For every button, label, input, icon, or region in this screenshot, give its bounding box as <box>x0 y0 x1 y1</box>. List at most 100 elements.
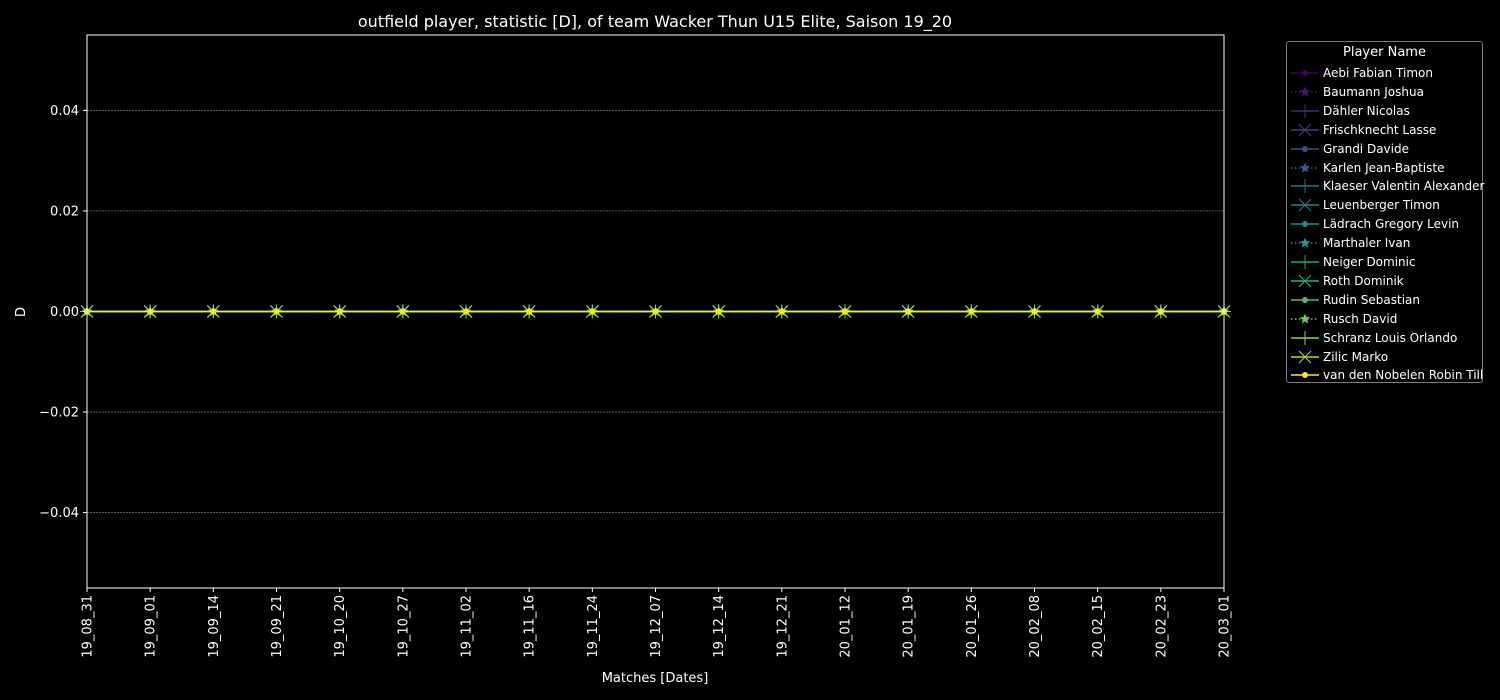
data-point <box>1031 308 1038 315</box>
legend-item: Frischknecht Lasse <box>1287 121 1483 139</box>
legend-label: Grandi Davide <box>1323 141 1409 156</box>
y-tick-label: −0.02 <box>39 406 79 421</box>
legend-swatch <box>1291 145 1319 152</box>
legend-swatch <box>1291 350 1319 363</box>
legend-label: Schranz Louis Orlando <box>1323 330 1458 345</box>
x-tick-label: 19_11_16 <box>523 595 538 658</box>
legend-item: Zilic Marko <box>1287 348 1483 366</box>
legend-item: Baumann Joshua <box>1287 83 1483 101</box>
legend-label: Dähler Nicolas <box>1323 103 1410 118</box>
legend-swatch <box>1291 198 1319 212</box>
legend-marker <box>1298 123 1312 137</box>
x-tick-label: 19_09_01 <box>144 595 159 658</box>
data-point <box>905 308 912 315</box>
x-tick-label: 19_12_21 <box>775 595 790 658</box>
legend-item: Lädrach Gregory Levin <box>1287 215 1483 233</box>
legend-label: van den Nobelen Robin Till <box>1323 368 1484 383</box>
x-tick-label: 20_03_01 <box>1218 595 1233 658</box>
legend-marker <box>1298 179 1312 194</box>
data-point <box>1094 308 1101 315</box>
y-tick-label: 0.04 <box>50 104 79 119</box>
series-layer <box>80 304 1231 319</box>
legend-item: Leuenberger Timon <box>1287 196 1483 214</box>
legend-marker <box>1298 274 1312 288</box>
x-tick-label: 19_09_21 <box>270 595 285 658</box>
data-point <box>399 308 406 315</box>
y-axis-ticks: 0.04 0.02 0.00 −0.02 −0.04 <box>39 104 87 521</box>
data-point <box>147 308 154 315</box>
data-point <box>336 308 343 315</box>
legend-label: Karlen Jean-Baptiste <box>1323 160 1445 175</box>
x-tick-label: 19_11_02 <box>460 595 475 658</box>
x-tick-label: 20_02_23 <box>1154 595 1169 658</box>
legend-label: Zilic Marko <box>1323 349 1389 364</box>
legend-marker <box>1299 313 1311 324</box>
legend-swatch <box>1291 123 1319 137</box>
legend-item: Dähler Nicolas <box>1287 102 1483 120</box>
legend-label: Rusch David <box>1323 311 1398 326</box>
data-point <box>842 308 848 315</box>
legend-marker <box>1298 330 1312 345</box>
x-tick-label: 19_12_07 <box>649 595 664 658</box>
legend-item: van den Nobelen Robin Till <box>1287 366 1483 384</box>
data-point <box>715 308 722 315</box>
y-tick-label: 0.02 <box>50 204 79 219</box>
y-tick-label: 0.00 <box>50 305 79 320</box>
x-tick-label: 20_02_08 <box>1028 595 1043 658</box>
x-tick-label: 19_08_31 <box>81 595 96 658</box>
data-point <box>526 308 533 315</box>
x-tick-label: 20_02_15 <box>1091 595 1106 658</box>
legend-swatch <box>1291 86 1319 97</box>
x-axis-ticks: 19_08_31 19_09_01 19_09_14 19_09_21 19_10_20… <box>81 588 1233 658</box>
x-tick-label: 20_01_26 <box>965 595 980 658</box>
legend-marker <box>1302 145 1308 152</box>
data-point <box>210 308 217 315</box>
legend-label: Frischknecht Lasse <box>1323 122 1437 137</box>
legend-label: Marthaler Ivan <box>1323 236 1411 251</box>
legend-item: Schranz Louis Orlando <box>1287 329 1483 347</box>
legend-swatch <box>1291 255 1319 269</box>
x-tick-label: 20_01_19 <box>902 595 917 658</box>
legend-label: Aebi Fabian Timon <box>1323 66 1433 80</box>
legend-swatch <box>1291 70 1319 76</box>
legend-swatch <box>1291 237 1319 248</box>
y-axis-label: D <box>14 307 29 317</box>
series-17 <box>84 308 1227 315</box>
legend-item: Neiger Dominic <box>1287 253 1483 271</box>
legend-label: Leuenberger Timon <box>1323 198 1440 213</box>
legend-marker <box>1298 255 1312 269</box>
legend-swatch <box>1291 103 1319 118</box>
x-tick-label: 19_10_27 <box>396 595 411 658</box>
legend-marker <box>1302 221 1308 228</box>
legend-item: Klaeser Valentin Alexander <box>1287 177 1485 195</box>
legend-marker <box>1299 162 1311 172</box>
x-tick-label: 19_10_20 <box>333 595 348 658</box>
legend-marker <box>1298 198 1312 212</box>
chart-title: outfield player, statistic [D], of team … <box>358 12 952 32</box>
legend-label: Lädrach Gregory Levin <box>1323 217 1460 232</box>
data-point <box>652 308 659 315</box>
legend-swatch <box>1291 162 1319 172</box>
x-tick-label: 19_12_14 <box>712 595 727 658</box>
legend-swatch <box>1291 372 1319 379</box>
legend-swatch <box>1291 296 1319 303</box>
legend-swatch <box>1291 221 1319 228</box>
x-tick-label: 19_09_14 <box>207 595 222 658</box>
legend-item: Rusch David <box>1287 310 1483 328</box>
data-point <box>778 308 785 315</box>
data-point <box>1157 308 1164 315</box>
x-axis-label: Matches [Dates] <box>602 671 709 686</box>
legend-swatch <box>1291 179 1319 194</box>
legend-marker <box>1298 350 1312 363</box>
legend-label: Baumann Joshua <box>1323 84 1424 99</box>
x-tick-label: 19_11_24 <box>586 595 601 658</box>
y-tick-label: −0.04 <box>39 506 79 521</box>
legend-marker <box>1302 296 1308 303</box>
legend-label: Klaeser Valentin Alexander <box>1323 179 1485 194</box>
legend-marker <box>1302 372 1308 379</box>
legend-swatch <box>1291 330 1319 345</box>
x-tick-label: 20_01_12 <box>839 595 854 658</box>
legend-item: Rudin Sebastian <box>1287 291 1483 309</box>
legend-item: Grandi Davide <box>1287 140 1483 158</box>
